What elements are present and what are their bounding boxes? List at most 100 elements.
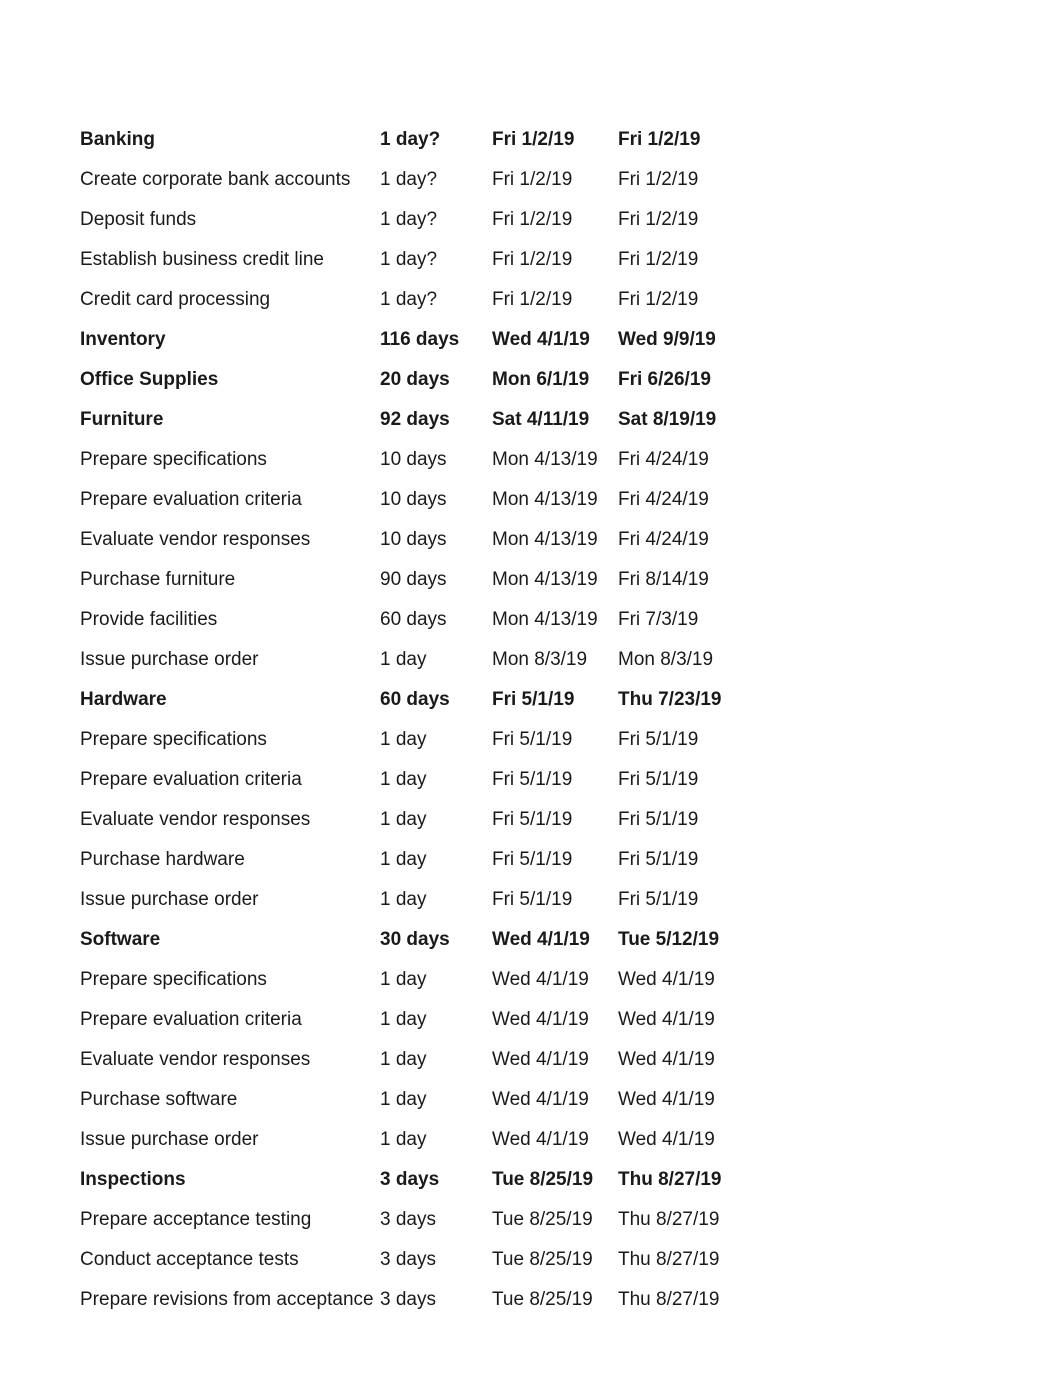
task-name-cell: Purchase furniture — [80, 560, 380, 600]
start-date-cell: Wed 4/1/19 — [492, 320, 618, 360]
task-name-cell: Create corporate bank accounts — [80, 160, 380, 200]
task-name-cell: Issue purchase order — [80, 880, 380, 920]
start-date-cell: Fri 1/2/19 — [492, 280, 618, 320]
finish-date-cell: Wed 4/1/19 — [618, 1120, 982, 1160]
finish-date-cell: Fri 5/1/19 — [618, 840, 982, 880]
task-name-cell: Office Supplies — [80, 360, 380, 400]
table-row: Prepare specifications1 dayFri 5/1/19Fri… — [80, 720, 982, 760]
finish-date-cell: Fri 1/2/19 — [618, 240, 982, 280]
finish-date-cell: Fri 1/2/19 — [618, 120, 982, 160]
task-name-cell: Hardware — [80, 680, 380, 720]
table-row: Evaluate vendor responses10 daysMon 4/13… — [80, 520, 982, 560]
finish-date-cell: Wed 4/1/19 — [618, 1080, 982, 1120]
duration-cell: 1 day? — [380, 160, 492, 200]
start-date-cell: Fri 1/2/19 — [492, 200, 618, 240]
finish-date-cell: Thu 8/27/19 — [618, 1200, 982, 1240]
duration-cell: 1 day — [380, 1080, 492, 1120]
duration-cell: 20 days — [380, 360, 492, 400]
task-name-cell: Provide facilities — [80, 600, 380, 640]
duration-cell: 1 day — [380, 800, 492, 840]
start-date-cell: Wed 4/1/19 — [492, 1000, 618, 1040]
task-name-cell: Credit card processing — [80, 280, 380, 320]
task-name-cell: Establish business credit line — [80, 240, 380, 280]
finish-date-cell: Wed 4/1/19 — [618, 1040, 982, 1080]
duration-cell: 116 days — [380, 320, 492, 360]
start-date-cell: Wed 4/1/19 — [492, 1080, 618, 1120]
duration-cell: 1 day? — [380, 120, 492, 160]
table-row: Create corporate bank accounts1 day?Fri … — [80, 160, 982, 200]
finish-date-cell: Fri 1/2/19 — [618, 200, 982, 240]
task-name-cell: Banking — [80, 120, 380, 160]
duration-cell: 10 days — [380, 520, 492, 560]
table-row: Prepare evaluation criteria10 daysMon 4/… — [80, 480, 982, 520]
table-row: Issue purchase order1 dayFri 5/1/19Fri 5… — [80, 880, 982, 920]
duration-cell: 60 days — [380, 680, 492, 720]
task-name-cell: Prepare evaluation criteria — [80, 480, 380, 520]
table-row: Purchase software1 dayWed 4/1/19Wed 4/1/… — [80, 1080, 982, 1120]
duration-cell: 1 day? — [380, 200, 492, 240]
finish-date-cell: Wed 9/9/19 — [618, 320, 982, 360]
duration-cell: 1 day? — [380, 280, 492, 320]
duration-cell: 1 day? — [380, 240, 492, 280]
duration-cell: 1 day — [380, 720, 492, 760]
table-row: Conduct acceptance tests3 daysTue 8/25/1… — [80, 1240, 982, 1280]
table-row: Furniture92 daysSat 4/11/19Sat 8/19/19 — [80, 400, 982, 440]
table-row: Establish business credit line1 day? Fri … — [80, 240, 982, 280]
finish-date-cell: Fri 5/1/19 — [618, 800, 982, 840]
duration-cell: 3 days — [380, 1280, 492, 1320]
finish-date-cell: Fri 7/3/19 — [618, 600, 982, 640]
finish-date-cell: Fri 5/1/19 — [618, 720, 982, 760]
task-name-cell: Furniture — [80, 400, 380, 440]
start-date-cell: Tue 8/25/19 — [492, 1240, 618, 1280]
table-row: Issue purchase order1 dayMon 8/3/19Mon 8… — [80, 640, 982, 680]
task-name-cell: Inspections — [80, 1160, 380, 1200]
start-date-cell: Mon 8/3/19 — [492, 640, 618, 680]
task-name-cell: Deposit funds — [80, 200, 380, 240]
task-name-cell: Purchase hardware — [80, 840, 380, 880]
duration-cell: 1 day — [380, 960, 492, 1000]
finish-date-cell: Sat 8/19/19 — [618, 400, 982, 440]
duration-cell: 30 days — [380, 920, 492, 960]
task-name-cell: Software — [80, 920, 380, 960]
duration-cell: 1 day — [380, 840, 492, 880]
table-row: Office Supplies20 daysMon 6/1/19Fri 6/26… — [80, 360, 982, 400]
schedule-table: Banking1 day?Fri 1/2/19Fri 1/2/19Create … — [80, 120, 982, 1320]
table-row: Inventory116 daysWed 4/1/19Wed 9/9/19 — [80, 320, 982, 360]
start-date-cell: Wed 4/1/19 — [492, 920, 618, 960]
task-name-cell: Prepare specifications — [80, 440, 380, 480]
task-name-cell: Purchase software — [80, 1080, 380, 1120]
start-date-cell: Fri 1/2/19 — [492, 120, 618, 160]
finish-date-cell: Thu 8/27/19 — [618, 1160, 982, 1200]
task-name-cell: Evaluate vendor responses — [80, 1040, 380, 1080]
task-name-cell: Conduct acceptance tests — [80, 1240, 380, 1280]
task-name-cell: Prepare acceptance testing — [80, 1200, 380, 1240]
task-name-cell: Evaluate vendor responses — [80, 800, 380, 840]
duration-cell: 10 days — [380, 440, 492, 480]
start-date-cell: Fri 5/1/19 — [492, 760, 618, 800]
finish-date-cell: Fri 4/24/19 — [618, 480, 982, 520]
start-date-cell: Tue 8/25/19 — [492, 1200, 618, 1240]
task-name-cell: Prepare specifications — [80, 720, 380, 760]
start-date-cell: Mon 4/13/19 — [492, 520, 618, 560]
start-date-cell: Tue 8/25/19 — [492, 1280, 618, 1320]
duration-cell: 1 day — [380, 880, 492, 920]
task-name-cell: Prepare evaluation criteria — [80, 760, 380, 800]
table-row: Prepare acceptance testing3 daysTue 8/25… — [80, 1200, 982, 1240]
table-row: Prepare specifications10 daysMon 4/13/19… — [80, 440, 982, 480]
finish-date-cell: Thu 8/27/19 — [618, 1280, 982, 1320]
finish-date-cell: Thu 8/27/19 — [618, 1240, 982, 1280]
start-date-cell: Fri 5/1/19 — [492, 880, 618, 920]
task-name-cell: Prepare specifications — [80, 960, 380, 1000]
table-row: Evaluate vendor responses1 dayFri 5/1/19… — [80, 800, 982, 840]
duration-cell: 1 day — [380, 640, 492, 680]
task-name-cell: Prepare revisions from acceptance — [80, 1280, 380, 1320]
finish-date-cell: Thu 7/23/19 — [618, 680, 982, 720]
start-date-cell: Fri 5/1/19 — [492, 800, 618, 840]
finish-date-cell: Fri 5/1/19 — [618, 760, 982, 800]
start-date-cell: Fri 5/1/19 — [492, 680, 618, 720]
table-row: Purchase furniture90 daysMon 4/13/19Fri … — [80, 560, 982, 600]
start-date-cell: Mon 4/13/19 — [492, 480, 618, 520]
finish-date-cell: Wed 4/1/19 — [618, 1000, 982, 1040]
table-row: Issue purchase order1 dayWed 4/1/19Wed 4… — [80, 1120, 982, 1160]
finish-date-cell: Fri 6/26/19 — [618, 360, 982, 400]
